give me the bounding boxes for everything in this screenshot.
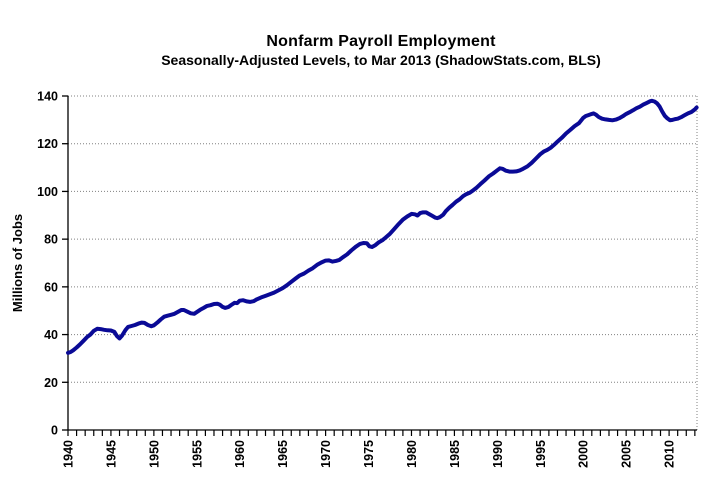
y-tick-label-0: 0 — [51, 424, 58, 438]
x-tick-label-1985: 1985 — [448, 440, 462, 468]
x-tick-label-1990: 1990 — [491, 440, 505, 468]
x-tick-label-1965: 1965 — [276, 440, 290, 468]
chart-subtitle: Seasonally-Adjusted Levels, to Mar 2013 … — [161, 52, 601, 68]
y-tick-label-100: 100 — [37, 185, 58, 199]
x-tick-label-2000: 2000 — [577, 440, 591, 468]
data-series-line — [66, 98, 699, 355]
y-tick-label-80: 80 — [44, 233, 58, 247]
x-tick-label-1980: 1980 — [405, 440, 419, 468]
y-tick-label-120: 120 — [37, 137, 58, 151]
x-tick-label-1945: 1945 — [104, 440, 118, 468]
x-tick-label-1975: 1975 — [362, 440, 376, 468]
x-tick-label-1970: 1970 — [319, 440, 333, 468]
chart-title: Nonfarm Payroll Employment — [266, 33, 496, 50]
y-tick-label-60: 60 — [44, 280, 58, 294]
y-tick-label-20: 20 — [44, 376, 58, 390]
x-tick-label-1940: 1940 — [62, 440, 76, 468]
y-tick-label-140: 140 — [37, 90, 58, 104]
y-axis-title: Millions of Jobs — [10, 214, 25, 312]
x-tick-label-2005: 2005 — [620, 440, 634, 468]
x-tick-label-1950: 1950 — [147, 440, 161, 468]
x-tick-label-2010: 2010 — [663, 440, 677, 468]
x-tick-label-1995: 1995 — [534, 440, 548, 468]
y-tick-label-40: 40 — [44, 328, 58, 342]
x-tick-label-1960: 1960 — [233, 440, 247, 468]
x-tick-label-1955: 1955 — [190, 440, 204, 468]
